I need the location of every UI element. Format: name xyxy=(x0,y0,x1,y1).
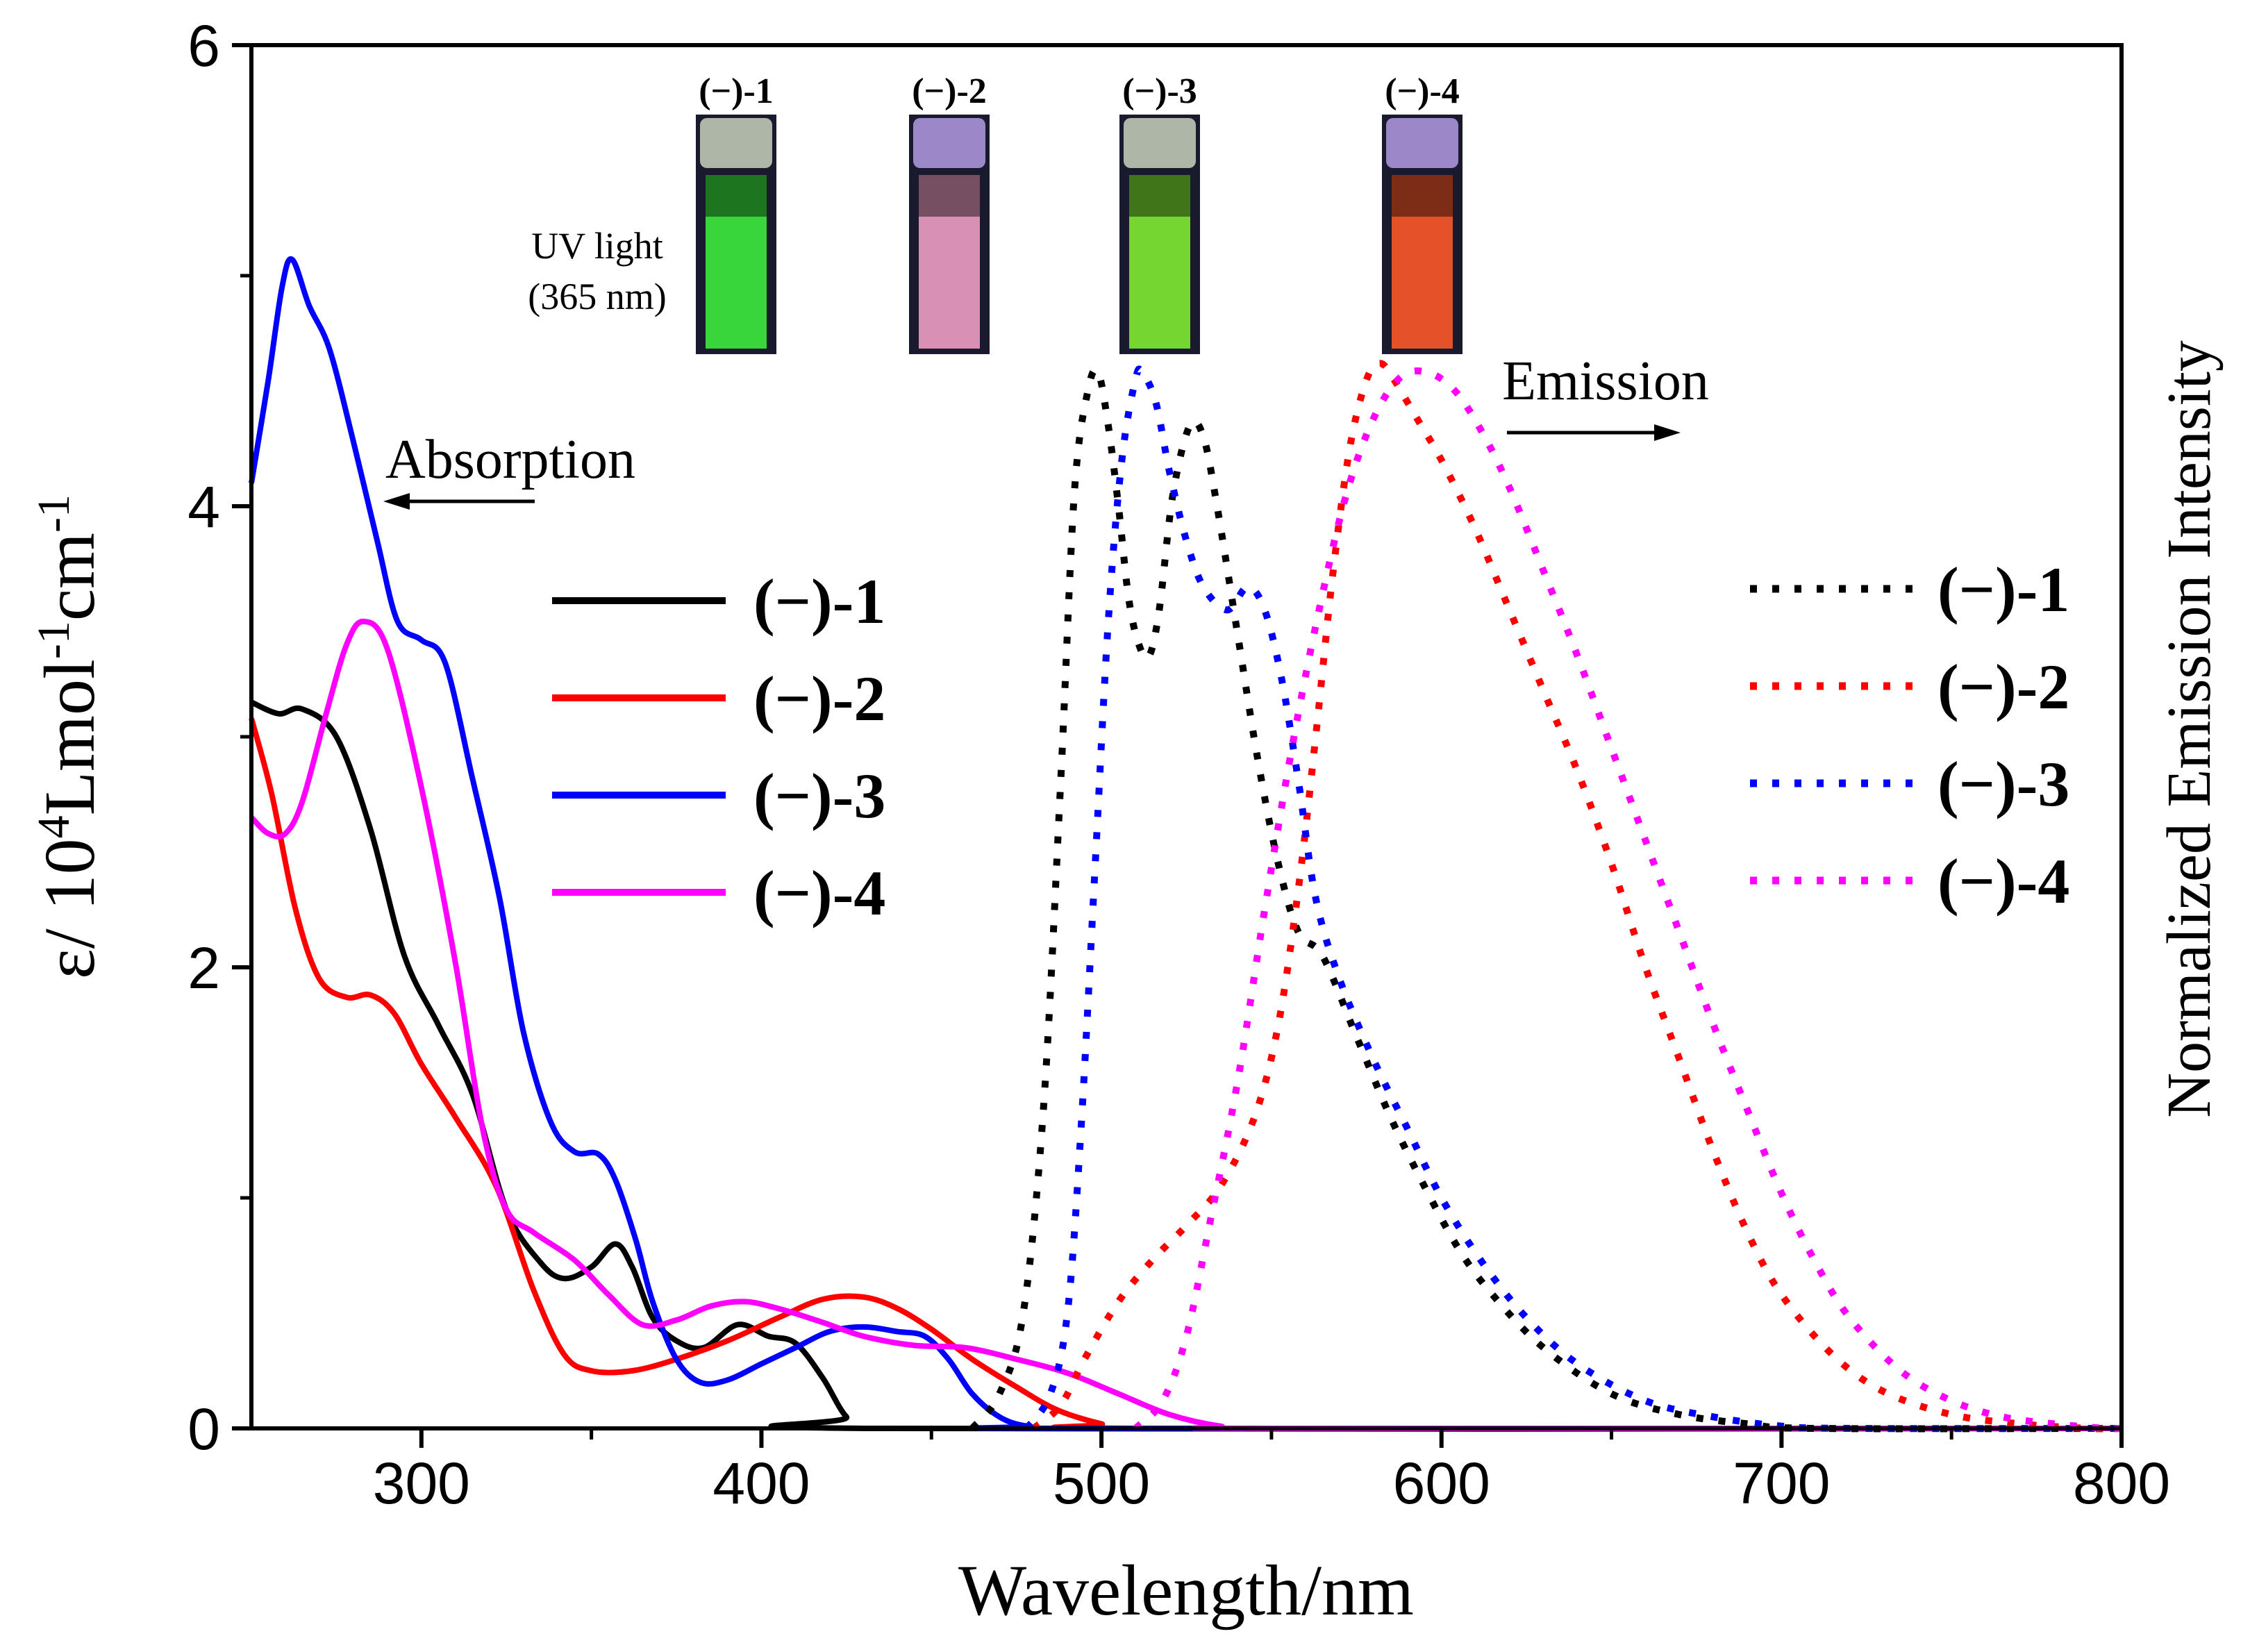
y-axis-title-right: Normalized Emission Intensity xyxy=(2155,340,2224,1118)
x-tick-label: 300 xyxy=(373,1451,470,1516)
emission-arrowhead xyxy=(1654,424,1681,441)
vial-neck xyxy=(1129,175,1190,217)
vial-neck xyxy=(919,175,980,217)
vial-solution xyxy=(1392,175,1453,349)
y-tick-label: 6 xyxy=(188,13,220,78)
emission-lines xyxy=(969,360,2122,1433)
uv-light-label: UV light xyxy=(531,225,663,267)
legend-label-absorption-2: (−)-2 xyxy=(753,663,885,734)
legend-label-absorption-3: (−)-3 xyxy=(753,760,885,831)
x-tick-label: 600 xyxy=(1393,1451,1490,1516)
y-tick-label: 4 xyxy=(188,474,220,540)
absorption-line-3 xyxy=(249,256,2122,1432)
vial-3: (−)-3 xyxy=(1119,72,1200,354)
vial-label-1: (−)-1 xyxy=(699,72,774,111)
emission-line-3 xyxy=(1024,365,2122,1433)
x-tick-label: 700 xyxy=(1733,1451,1830,1516)
x-tick-label: 500 xyxy=(1053,1451,1150,1516)
vial-solution xyxy=(706,175,767,349)
x-axis-title: Wavelength/nm xyxy=(958,1551,1414,1630)
absorption-line-4 xyxy=(249,619,2122,1432)
emission-annotation: Emission xyxy=(1502,351,1709,412)
emission-line-1 xyxy=(969,366,2122,1433)
y-tick-label: 0 xyxy=(188,1396,220,1462)
emission-line-2 xyxy=(1031,360,2122,1433)
absorption-annotation: Absorption xyxy=(385,429,635,490)
emission-line-4 xyxy=(1133,367,2122,1433)
vial-neck xyxy=(706,175,767,217)
legend-label-absorption-1: (−)-1 xyxy=(753,566,885,637)
absorption-arrowhead xyxy=(383,493,410,510)
legend-label-emission-1: (−)-1 xyxy=(1938,554,2069,625)
legend-label-absorption-4: (−)-4 xyxy=(753,858,885,928)
vial-label-2: (−)-2 xyxy=(912,72,987,111)
vial-cap xyxy=(1124,118,1196,168)
vial-solution xyxy=(1129,175,1190,349)
vial-2: (−)-2 xyxy=(909,72,990,354)
vial-solution xyxy=(919,175,980,349)
legend-absorption: (−)-1 (−)-2 (−)-3 (−)-4 xyxy=(552,566,885,928)
legend-emission: (−)-1 (−)-2 (−)-3 (−)-4 xyxy=(1750,554,2069,917)
x-axis-ticks: 300 400 500 600 700 800 xyxy=(373,1428,2170,1516)
uv-vials: (−)-1 (−)-2 (−)-3 (−)-4 xyxy=(696,72,1462,354)
vial-cap xyxy=(700,118,772,168)
vial-cap xyxy=(913,118,985,168)
x-tick-label: 800 xyxy=(2073,1451,2170,1516)
vial-neck xyxy=(1392,175,1453,217)
vial-cap xyxy=(1386,118,1458,168)
uv-wavelength-label: (365 nm) xyxy=(528,276,666,317)
legend-label-emission-2: (−)-2 xyxy=(1938,651,2069,722)
vial-4: (−)-4 xyxy=(1382,72,1462,354)
y-tick-label: 2 xyxy=(188,935,220,1001)
vial-label-4: (−)-4 xyxy=(1385,72,1460,111)
y-axis-ticks: 0 2 4 6 xyxy=(188,13,251,1462)
legend-label-emission-3: (−)-3 xyxy=(1938,749,2069,819)
vial-1: (−)-1 xyxy=(696,72,776,354)
x-tick-label: 400 xyxy=(712,1451,810,1516)
legend-label-emission-4: (−)-4 xyxy=(1938,846,2069,917)
y-axis-title-left: ε/ 104Lmol-1cm-1 xyxy=(28,494,110,979)
vial-label-3: (−)-3 xyxy=(1122,72,1197,111)
